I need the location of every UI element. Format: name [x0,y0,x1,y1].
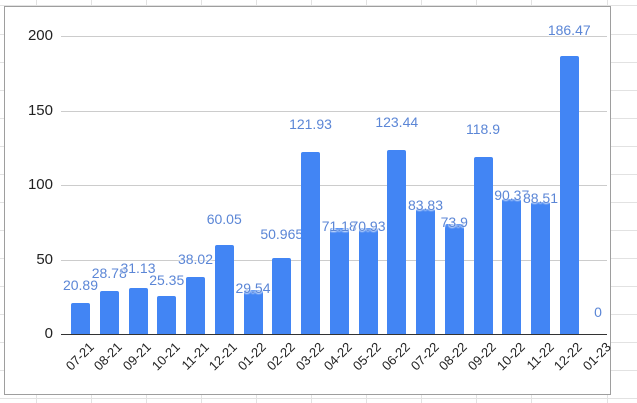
y-tick-label: 200 [27,27,53,44]
bar-09-22[interactable] [473,156,493,334]
data-label: 25.35 [149,272,185,289]
bar-11-22[interactable] [531,202,550,334]
bar-07-21[interactable] [71,302,90,334]
bar-12-21[interactable] [214,244,234,334]
data-label: 50.965 [260,226,304,243]
y-tick-label: 50 [36,250,53,268]
data-label: 0 [594,304,602,320]
y-tick-label: 100 [27,176,53,193]
data-label: 28.78 [91,265,127,282]
data-label: 29.54 [235,279,271,296]
data-label: 88.51 [522,190,559,207]
bar-06-22[interactable] [387,150,407,334]
data-label: 38.02 [177,251,214,268]
data-label: 20.89 [62,276,99,293]
data-label: 123.44 [375,114,419,131]
data-label: 118.9 [466,120,500,137]
data-label: 186.47 [547,22,591,39]
x-axis-baseline [61,334,607,335]
data-label: 60.05 [206,210,242,227]
data-label: 70.93 [350,218,386,235]
bar-07-22[interactable] [416,209,435,334]
bar-chart[interactable]: 0 50 100 150 200 20.89 28.78 31.13 25.35 38.02 60… [4,6,614,395]
gridline [61,36,607,37]
data-label: 83.83 [407,197,444,214]
gridline [61,111,607,112]
data-label: 73.9 [440,213,468,230]
bar-03-22[interactable] [301,152,320,334]
y-tick-label: 0 [44,325,53,342]
y-tick-label: 150 [27,101,53,119]
data-label: 121.93 [289,116,332,133]
bar-10-22[interactable] [502,199,522,334]
bar-12-22[interactable] [559,56,579,334]
bar-11-21[interactable] [186,277,205,334]
data-label: 31.13 [120,259,156,276]
bar-05-22[interactable] [358,228,378,334]
bar-08-21[interactable] [99,291,119,334]
bar-10-21[interactable] [157,296,177,334]
bar-09-21[interactable] [128,287,148,334]
bar-08-22[interactable] [444,223,464,334]
bar-02-22[interactable] [272,258,292,334]
data-label: 71.18 [321,217,357,234]
bar-04-22[interactable] [329,227,349,334]
bar-01-22[interactable] [243,289,263,334]
data-label: 90.37 [494,187,530,204]
gridline [61,185,607,186]
